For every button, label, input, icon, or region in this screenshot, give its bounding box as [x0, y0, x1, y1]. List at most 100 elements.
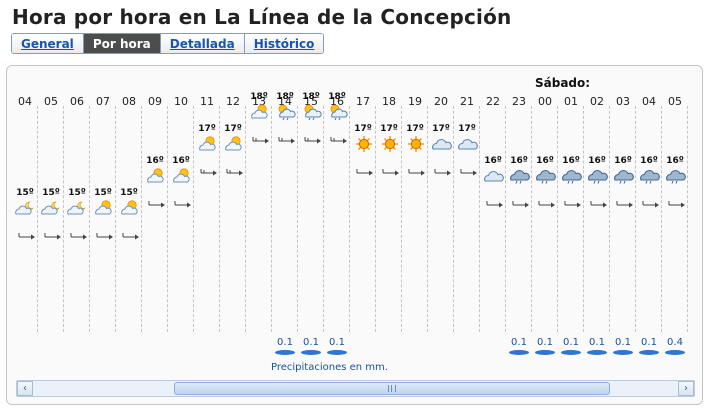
scroll-right-button[interactable]: ›: [678, 381, 694, 396]
hour-label: 15: [304, 95, 318, 108]
temperature-label: 18º: [276, 92, 294, 102]
hour-column: 17 17º: [350, 66, 376, 366]
hour-label: 03: [616, 95, 630, 108]
precipitation-value: 0.1: [329, 337, 345, 348]
partly-cloudy-sun-icon: [171, 167, 193, 185]
hour-divider: [583, 106, 584, 332]
wind-arrow-icon: [356, 161, 374, 176]
wind-arrow-icon: [174, 193, 192, 208]
hour-divider: [37, 106, 38, 332]
hour-label: 19: [408, 95, 422, 108]
partly-cloudy-night-icon: [41, 199, 63, 217]
rain-puddle-icon: [561, 350, 581, 355]
hour-column: 08 15º: [116, 66, 142, 366]
wind-arrow-icon: [304, 129, 322, 144]
wind-arrow-icon: [642, 193, 660, 208]
dark-rain-cloud-icon: [561, 167, 583, 185]
sun-rain-cloud-icon: [327, 103, 349, 121]
scroll-thumb[interactable]: [174, 382, 610, 395]
wind-arrow-icon: [616, 193, 634, 208]
hour-label: 05: [668, 95, 682, 108]
hour-divider: [115, 106, 116, 332]
hour-column: 20 17º: [428, 66, 454, 366]
hour-column: 07 15º: [90, 66, 116, 366]
hour-divider: [193, 106, 194, 332]
dark-rain-cloud-icon: [535, 167, 557, 185]
hour-label: 14: [278, 95, 292, 108]
temperature-label: 17º: [406, 124, 424, 134]
wind-arrow-icon: [512, 193, 530, 208]
temperature-label: 17º: [380, 124, 398, 134]
scroll-left-button[interactable]: ‹: [17, 381, 33, 396]
temperature-label: 16º: [640, 156, 658, 166]
temperature-label: 16º: [484, 156, 502, 166]
hour-label: 12: [226, 95, 240, 108]
temperature-label: 15º: [120, 188, 138, 198]
temperature-label: 17º: [354, 124, 372, 134]
tab-por-hora[interactable]: Por hora: [83, 34, 161, 53]
grip-icon: [388, 385, 396, 392]
hour-label: 08: [122, 95, 136, 108]
wind-arrow-icon: [70, 225, 88, 240]
sun-icon: [353, 135, 375, 153]
tab-detallada[interactable]: Detallada: [160, 34, 245, 53]
hour-divider: [89, 106, 90, 332]
wind-arrow-icon: [122, 225, 140, 240]
page-title: Hora por hora en La Línea de la Concepci…: [12, 5, 512, 29]
hour-divider: [531, 106, 532, 332]
rain-puddle-icon: [665, 350, 685, 355]
partly-cloudy-sun-icon: [223, 135, 245, 153]
hour-label: 17: [356, 95, 370, 108]
sun-icon: [405, 135, 427, 153]
temperature-label: 17º: [224, 124, 242, 134]
hour-label: 07: [96, 95, 110, 108]
precipitation-value: 0.1: [537, 337, 553, 348]
hour-divider: [661, 106, 662, 332]
hour-label: 21: [460, 95, 474, 108]
partly-cloudy-sun-icon: [145, 167, 167, 185]
hour-label: 05: [44, 95, 58, 108]
hour-column: 06 15º: [64, 66, 90, 366]
precipitation-value: 0.1: [563, 337, 579, 348]
temperature-label: 16º: [536, 156, 554, 166]
hour-label: 11: [200, 95, 214, 108]
temperature-label: 17º: [198, 124, 216, 134]
rain-puddle-icon: [587, 350, 607, 355]
hour-divider: [557, 106, 558, 332]
rain-puddle-icon: [613, 350, 633, 355]
hour-divider: [505, 106, 506, 332]
hour-label: 04: [642, 95, 656, 108]
hour-divider: [63, 106, 64, 332]
hour-divider: [271, 106, 272, 332]
partly-cloudy-night-icon: [15, 199, 37, 217]
temperature-label: 18º: [328, 92, 346, 102]
hour-divider: [427, 106, 428, 332]
wind-arrow-icon: [44, 225, 62, 240]
horizontal-scrollbar[interactable]: ‹ ›: [16, 380, 695, 397]
tab-general[interactable]: General: [12, 34, 84, 53]
temperature-label: 16º: [666, 156, 684, 166]
hour-label: 22: [486, 95, 500, 108]
temperature-label: 15º: [16, 188, 34, 198]
hour-label: 02: [590, 95, 604, 108]
hour-column: 19 17º: [402, 66, 428, 366]
hour-divider: [635, 106, 636, 332]
rain-puddle-icon: [275, 350, 295, 355]
hour-column: 02 16º 0.1: [584, 66, 610, 366]
hour-label: 00: [538, 95, 552, 108]
temperature-label: 17º: [458, 124, 476, 134]
temperature-label: 17º: [432, 124, 450, 134]
dark-rain-cloud-icon: [665, 167, 687, 185]
hour-label: 09: [148, 95, 162, 108]
wind-arrow-icon: [434, 161, 452, 176]
temperature-label: 16º: [588, 156, 606, 166]
tab-historico[interactable]: Histórico: [244, 34, 324, 53]
view-tabs: General Por hora Detallada Histórico: [11, 33, 325, 54]
hour-label: 04: [18, 95, 32, 108]
day-label: Sábado:: [535, 76, 591, 90]
wind-arrow-icon: [18, 225, 36, 240]
hour-divider: [297, 106, 298, 332]
sun-icon: [379, 135, 401, 153]
wind-arrow-icon: [148, 193, 166, 208]
hour-divider: [167, 106, 168, 332]
